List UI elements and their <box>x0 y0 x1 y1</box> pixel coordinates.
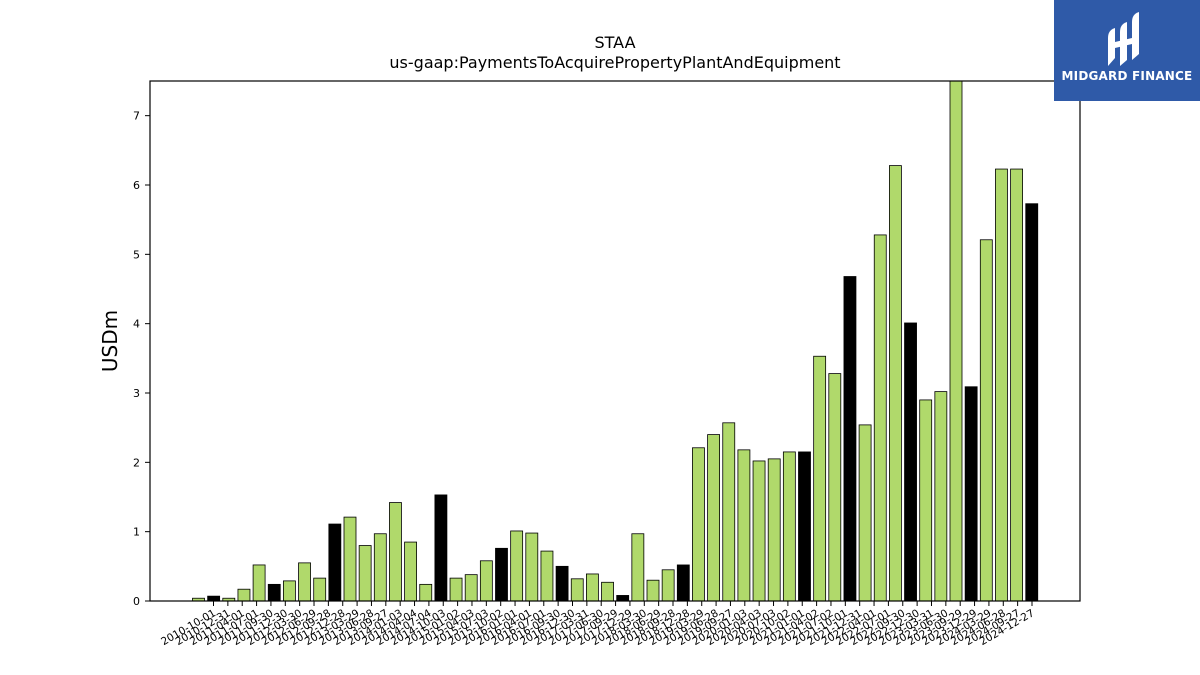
bar-2016-12-30 <box>570 578 584 602</box>
plot-frame <box>149 80 1081 602</box>
bar-2016-01-01 <box>510 530 524 602</box>
bar-2011-12-30 <box>267 583 281 602</box>
brand-logo: MIDGARD FINANCE <box>1054 0 1200 101</box>
bar-2020-10-02 <box>798 451 811 602</box>
bar-2017-09-29 <box>616 595 630 602</box>
bar-2020-04-03 <box>767 458 781 602</box>
bar-2021-10-01 <box>858 424 872 602</box>
y-tick-label: 0 <box>133 595 140 608</box>
bar-2017-12-29 <box>631 533 645 602</box>
bar-2018-03-30 <box>646 579 660 602</box>
bar-2021-04-02 <box>828 373 842 602</box>
x-axis-ticks: 2010-10-012010-12-312011-04-012011-07-01… <box>159 601 1037 648</box>
bar-2018-06-29 <box>661 569 675 602</box>
bar-2016-04-01 <box>525 532 539 602</box>
bar-2020-01-03 <box>752 460 766 602</box>
bar-2018-09-28 <box>676 564 690 602</box>
bar-2020-07-03 <box>782 451 796 602</box>
bar-2022-07-01 <box>904 322 917 602</box>
y-tick-label: 5 <box>133 248 140 261</box>
bar-2012-06-29 <box>298 562 311 602</box>
bar-2018-12-28 <box>692 447 705 602</box>
bar-2016-09-30 <box>555 565 569 602</box>
bar-2015-04-03 <box>464 574 478 602</box>
bar-2013-03-29 <box>343 516 357 602</box>
bar-2017-03-31 <box>586 573 599 602</box>
bar-2014-07-04 <box>419 583 433 602</box>
bar-2011-09-30 <box>252 564 266 602</box>
bar-2014-10-03 <box>434 494 448 602</box>
bar-2019-09-27 <box>737 449 751 602</box>
bar-2022-09-30 <box>919 399 933 602</box>
bar-2015-01-02 <box>449 577 463 602</box>
bar-2023-09-29 <box>979 239 993 602</box>
bar-2013-06-28 <box>358 545 372 602</box>
y-tick-label: 4 <box>133 318 140 331</box>
chart-title: STAA <box>594 33 635 52</box>
bar-2015-07-03 <box>479 560 493 602</box>
bars-group <box>192 80 1039 602</box>
bar-2021-01-01 <box>813 355 827 602</box>
bar-2023-06-30 <box>964 386 978 602</box>
y-tick-label: 6 <box>133 179 140 192</box>
bar-2019-03-29 <box>707 434 720 602</box>
brand-name: MIDGARD FINANCE <box>1061 69 1193 83</box>
bar-2015-10-02 <box>495 547 508 602</box>
bar-2012-09-28 <box>313 577 327 602</box>
bar-2010-12-31 <box>207 595 221 602</box>
bar-2023-03-31 <box>949 80 963 602</box>
brand-mark-icon <box>1108 12 1139 66</box>
bar-2017-06-30 <box>601 581 614 602</box>
bar-2013-09-27 <box>373 533 387 602</box>
bar-2023-12-29 <box>995 168 1008 602</box>
bar-2022-12-30 <box>934 391 948 602</box>
bar-2014-04-04 <box>404 541 418 602</box>
bar-2019-06-28 <box>722 422 736 602</box>
y-axis-label: USDm <box>98 310 122 372</box>
bar-2014-01-03 <box>389 502 402 602</box>
bar-2022-04-01 <box>889 165 902 602</box>
bar-2024-06-28 <box>1025 203 1039 602</box>
y-tick-label: 7 <box>133 110 140 123</box>
y-tick-label: 1 <box>133 526 140 539</box>
y-tick-label: 3 <box>133 387 140 400</box>
bar-2024-03-29 <box>1010 168 1023 602</box>
y-tick-label: 2 <box>133 456 140 469</box>
chart-subtitle: us-gaap:PaymentsToAcquirePropertyPlantAn… <box>389 53 840 72</box>
bar-2012-12-28 <box>328 523 342 602</box>
bar-2021-12-31 <box>873 234 887 602</box>
bar-2011-07-01 <box>237 588 251 602</box>
bar-2021-07-02 <box>843 276 857 602</box>
bar-2016-07-01 <box>540 550 554 602</box>
y-axis-ticks: 0 1 2 3 4 5 6 7 <box>133 110 150 608</box>
bar-2012-03-30 <box>282 580 296 602</box>
